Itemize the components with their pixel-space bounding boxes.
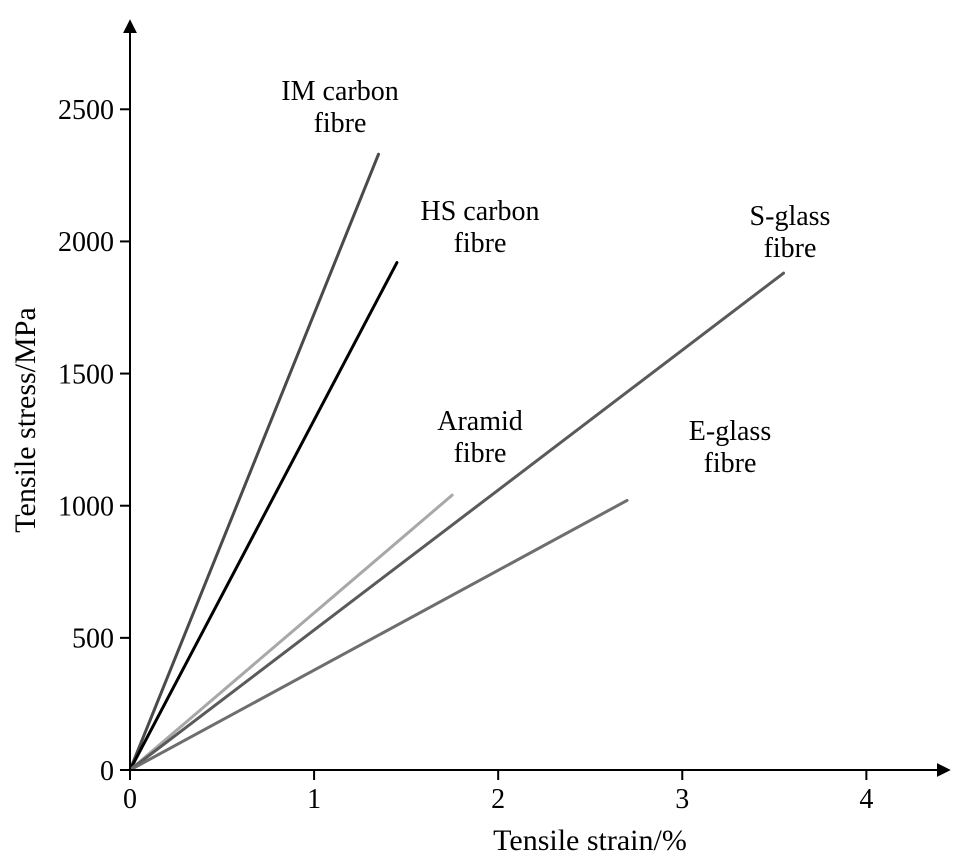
x-axis-title: Tensile strain/% xyxy=(493,824,687,857)
series-label-line: fibre xyxy=(764,233,817,264)
y-tick-label: 500 xyxy=(72,624,114,655)
series-label-line: S-glass xyxy=(750,201,831,232)
x-tick-label: 0 xyxy=(123,784,137,815)
x-tick-label: 1 xyxy=(307,784,321,815)
series-label-line: fibre xyxy=(704,448,757,479)
y-tick-label: 2500 xyxy=(58,95,114,126)
series-label-line: fibre xyxy=(454,438,507,469)
x-tick-label: 2 xyxy=(491,784,505,815)
x-tick-label: 4 xyxy=(859,784,873,815)
series-label-line: E-glass xyxy=(689,416,771,447)
x-tick-label: 3 xyxy=(675,784,689,815)
y-tick-label: 2000 xyxy=(58,227,114,258)
y-tick-label: 1500 xyxy=(58,359,114,390)
y-tick-label: 0 xyxy=(100,756,114,787)
series-label-line: IM carbon xyxy=(281,76,398,107)
series-label-line: fibre xyxy=(454,228,507,259)
y-tick-label: 1000 xyxy=(58,492,114,523)
series-label-line: fibre xyxy=(314,108,367,139)
y-axis-title: Tensile stress/MPa xyxy=(9,307,42,532)
stress-strain-chart: 0 1 2 3 4 0 500 1000 1500 2000 2500 Tensile strain/… xyxy=(0,0,962,863)
series-label-line: Aramid xyxy=(437,406,523,437)
series-label-line: HS carbon xyxy=(421,196,540,227)
